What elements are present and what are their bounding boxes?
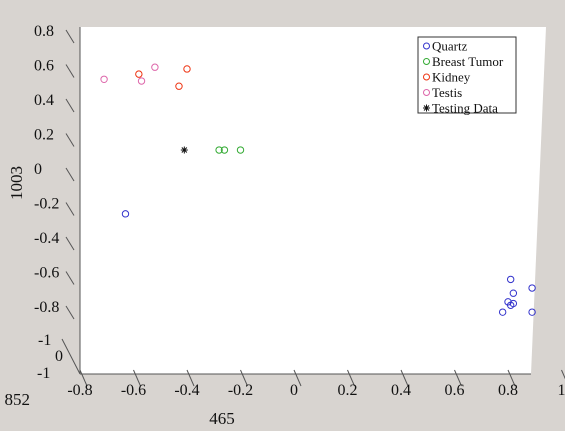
data-point — [215, 146, 223, 154]
x-tick-label: -0.8 — [67, 382, 92, 399]
y-tick-label: -0.6 — [34, 265, 59, 282]
x-tick-label: 0.2 — [338, 382, 358, 399]
legend-marker-star — [423, 104, 430, 112]
tick-labels: 0.8 0.6 0.4 0.2 0 -0.2 -0.4 -0.6 -0.8 -0.8 -0.6 -0.… — [34, 23, 565, 399]
data-point — [509, 299, 518, 308]
x-tick-mark — [400, 369, 409, 387]
x-tick-label: 1 — [558, 382, 565, 399]
data-point — [151, 63, 159, 71]
y-tick-mark — [65, 202, 75, 216]
y-tick-label: 0.6 — [34, 58, 54, 75]
x-axis-title: 465 — [209, 409, 235, 428]
x-tick-mark — [79, 369, 88, 387]
z-axis-line — [61, 338, 81, 375]
data-point-star — [180, 146, 188, 154]
y-tick-label: 0.4 — [34, 92, 54, 109]
x-tick-label: -0.6 — [121, 382, 146, 399]
y-axis-title: 1003 — [7, 166, 26, 200]
legend-label: Quartz — [432, 39, 468, 54]
z-tick-label: -1 — [37, 365, 50, 382]
x-tick-mark — [347, 369, 355, 387]
legend-label: Kidney — [432, 70, 471, 85]
y-tick-label: 0 — [34, 161, 42, 178]
data-point — [236, 146, 245, 154]
x-tick-mark — [240, 369, 248, 387]
x-tick-label: 0.6 — [445, 382, 465, 399]
legend-marker — [423, 58, 430, 65]
y-tick-mark — [65, 29, 75, 44]
data-points — [100, 63, 536, 316]
legend-label: Breast Tumor — [432, 54, 504, 69]
legend-box — [417, 36, 517, 114]
x-tick-mark — [186, 369, 195, 387]
data-point — [498, 308, 507, 316]
data-point — [121, 210, 130, 218]
y-tick-mark — [65, 64, 75, 78]
legend-marker — [423, 73, 430, 81]
x-tick-label: 0.4 — [391, 382, 411, 399]
y-tick-label: 0.2 — [34, 127, 54, 144]
y-tick-label: -0.4 — [34, 230, 59, 247]
legend-label: Testis — [432, 85, 462, 100]
legend-marker — [423, 42, 430, 50]
data-point — [528, 284, 536, 292]
y-tick-mark — [65, 167, 75, 182]
x-tick-label: -0.4 — [174, 382, 199, 399]
data-point — [220, 146, 229, 154]
z-tick-label: -1 — [38, 332, 51, 349]
data-point — [528, 308, 536, 316]
axes — [61, 27, 565, 387]
data-point — [509, 289, 518, 297]
y-tick-mark — [65, 98, 75, 113]
x-tick-label: -0.2 — [228, 382, 253, 399]
legend-marker — [423, 89, 430, 96]
plot-area — [80, 27, 546, 374]
x-tick-label: 0.8 — [498, 382, 518, 399]
data-point — [137, 77, 146, 85]
y-tick-mark — [65, 236, 75, 251]
data-point — [183, 65, 191, 73]
x-tick-label: 0 — [290, 382, 298, 399]
z-axis-title: 852 — [5, 390, 31, 409]
data-point — [135, 70, 143, 78]
x-tick-mark — [507, 369, 516, 387]
y-tick-mark — [65, 305, 75, 320]
y-tick-mark — [65, 271, 75, 285]
data-point — [175, 82, 183, 90]
legend-label: Testing Data — [432, 101, 498, 116]
z-tick-label: 0 — [55, 348, 63, 365]
y-tick-label: -0.8 — [34, 299, 59, 316]
x-tick-mark — [133, 369, 141, 387]
x-tick-mark — [561, 369, 565, 380]
y-tick-label: -0.2 — [34, 196, 59, 213]
data-point — [100, 75, 108, 84]
data-point — [506, 275, 515, 284]
x-tick-mark — [454, 369, 462, 387]
y-tick-mark — [65, 133, 75, 147]
y-tick-label: 0.8 — [34, 23, 54, 40]
x-tick-mark — [293, 369, 302, 387]
